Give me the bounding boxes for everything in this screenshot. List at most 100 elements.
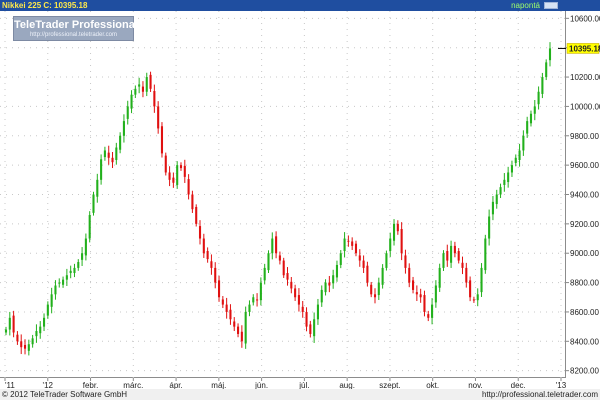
candle-body — [297, 295, 300, 305]
candle-body — [164, 155, 167, 173]
candle-body — [442, 253, 445, 268]
candle-body — [168, 172, 171, 180]
footer-url[interactable]: http://professional.teletrader.com — [481, 390, 598, 399]
candle-body — [389, 238, 392, 252]
candle-body — [16, 334, 19, 342]
candle-body — [111, 157, 114, 163]
candle-body — [316, 304, 319, 320]
candle-body — [221, 299, 224, 305]
candle-body — [415, 292, 418, 295]
candle-body — [457, 251, 460, 261]
candle-body — [27, 344, 30, 351]
candle-body — [198, 226, 202, 239]
x-tick-label: júl. — [298, 381, 309, 390]
candle-body — [210, 261, 213, 268]
copyright-text: © 2012 TeleTrader Software GmbH — [2, 390, 128, 399]
period-selector-box[interactable] — [544, 2, 558, 9]
candle-body — [351, 241, 354, 246]
candle-body — [290, 281, 293, 289]
candle-body — [96, 179, 99, 197]
candle-body — [408, 267, 411, 283]
candle-body — [122, 121, 125, 136]
candle-body — [130, 94, 133, 109]
candle-body — [42, 317, 46, 327]
candle-body — [507, 172, 510, 183]
candle-body — [301, 306, 304, 312]
candle-body — [518, 150, 521, 161]
candle-body — [138, 84, 141, 87]
candle-body — [423, 295, 426, 312]
candle-body — [206, 251, 209, 260]
candle-body — [480, 267, 483, 293]
x-tick-label: nov. — [468, 381, 483, 390]
y-tick-label: 9600.00 — [570, 161, 599, 170]
x-axis: '11 '12 febr. márc. ápr. máj. jún. júl. aug. szep… — [4, 378, 567, 390]
candle-body — [309, 324, 312, 334]
candlestick-series — [4, 42, 552, 356]
candle-body — [526, 121, 529, 134]
candle-body — [354, 243, 358, 254]
candle-body — [484, 238, 487, 271]
teletrader-logo: TeleTrader Professional http://professio… — [13, 16, 138, 41]
candle-body — [294, 288, 297, 298]
candle-body — [491, 201, 494, 215]
candle-body — [92, 194, 95, 213]
y-tick-label: 10000.00 — [570, 102, 600, 111]
candle-body — [275, 236, 278, 254]
candle-body — [510, 165, 514, 173]
candle-body — [134, 88, 137, 95]
candle-body — [157, 106, 160, 129]
candle-body — [202, 238, 205, 254]
candle-body — [503, 179, 506, 185]
period-label[interactable]: napontá — [511, 1, 540, 10]
candle-body — [339, 253, 342, 265]
candle-body — [145, 77, 148, 92]
x-tick-label: okt. — [426, 381, 439, 390]
candle-body — [58, 282, 61, 284]
x-tick-label: máj. — [211, 381, 226, 390]
candle-body — [237, 326, 240, 334]
x-tick-label: febr. — [83, 381, 99, 390]
candle-body — [160, 126, 164, 154]
candle-body — [141, 86, 144, 92]
candle-body — [488, 216, 491, 239]
chart-header-bar: Nikkei 225 C: 10395.18 napontá — [0, 0, 600, 11]
y-tick-label: 10200.00 — [570, 73, 600, 82]
candle-body — [396, 223, 399, 232]
candle-body — [46, 304, 49, 316]
candle-body — [191, 194, 194, 210]
candle-body — [54, 285, 57, 295]
candle-body — [469, 280, 472, 298]
y-tick-label: 8200.00 — [570, 367, 599, 376]
candle-body — [324, 282, 327, 293]
candle-body — [39, 326, 42, 334]
candle-body — [362, 260, 365, 268]
candle-body — [434, 285, 437, 303]
candle-body — [233, 321, 236, 327]
candle-body — [256, 299, 259, 301]
candle-body — [419, 294, 422, 298]
candle-body — [381, 267, 384, 285]
x-tick-label: jún. — [254, 381, 268, 390]
candle-body — [225, 304, 228, 312]
candle-body — [271, 238, 274, 254]
x-tick-label: aug. — [339, 381, 355, 390]
x-tick-label: márc. — [123, 381, 143, 390]
candle-body — [305, 311, 308, 327]
candle-body — [278, 255, 281, 261]
x-tick-label: '13 — [556, 381, 567, 390]
candle-body — [244, 311, 247, 344]
candle-body — [153, 91, 156, 107]
plot-area[interactable] — [0, 11, 566, 378]
last-price-box — [566, 43, 600, 54]
candle-body — [252, 297, 255, 303]
candle-body — [450, 245, 453, 263]
candle-body — [328, 282, 331, 286]
candle-body — [8, 317, 11, 330]
candle-body — [195, 206, 198, 224]
y-tick-label: 9200.00 — [570, 220, 599, 229]
candle-body — [31, 338, 34, 345]
candle-body — [533, 106, 536, 114]
candle-body — [88, 215, 91, 239]
candle-body — [472, 299, 475, 301]
